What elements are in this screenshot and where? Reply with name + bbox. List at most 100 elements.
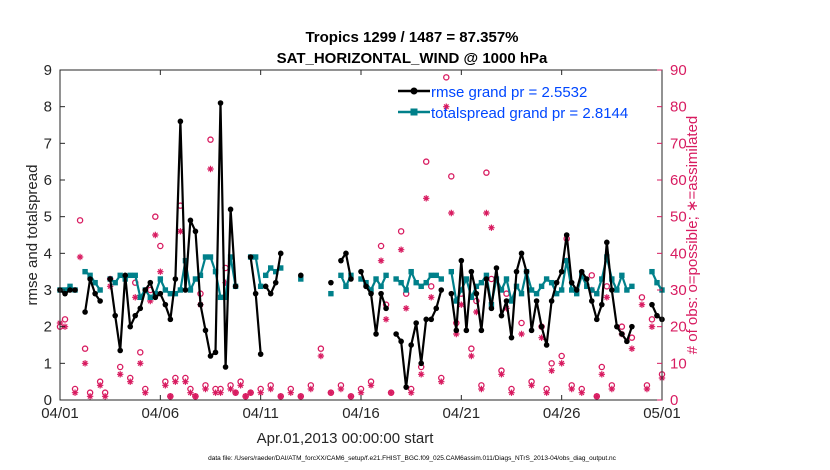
- rmse-point: [458, 257, 465, 264]
- spread-point: [418, 283, 424, 290]
- rmse-point: [197, 301, 204, 308]
- obs-possible-point: [137, 349, 144, 356]
- obs-assimilated-point: [648, 323, 656, 330]
- rmse-point: [503, 298, 510, 304]
- spread-point: [393, 276, 399, 282]
- y-tick-label-right: 0: [670, 392, 678, 409]
- spread-point: [157, 276, 164, 282]
- spread-point: [67, 283, 73, 290]
- obs-assimilated-point: [387, 389, 395, 396]
- rmse-point: [413, 320, 419, 326]
- obs-assimilated-point: [227, 385, 234, 393]
- rmse-line: [264, 253, 282, 295]
- rmse-point: [298, 272, 304, 279]
- obs-assimilated-point: [402, 305, 410, 312]
- rmse-point: [157, 290, 164, 297]
- spread-point: [383, 272, 389, 279]
- obs-assimilated-point: [86, 393, 94, 400]
- rmse-point: [463, 327, 470, 334]
- obs-assimilated-point: [127, 378, 134, 385]
- rmse-point: [654, 312, 660, 319]
- obs-possible-point: [427, 283, 435, 290]
- spread-point: [398, 279, 404, 286]
- y-axis-left: 0 1 2 3 4 5 6 7 8 9: [44, 62, 65, 409]
- rmse-point: [262, 283, 269, 290]
- rmse-point: [348, 276, 354, 282]
- spread-point: [654, 279, 660, 286]
- rmse-point: [202, 327, 209, 334]
- obs-assimilated-point: [307, 385, 315, 393]
- obs-possible-point: [207, 136, 214, 143]
- spread-point: [112, 279, 118, 286]
- rmse-point: [227, 206, 234, 213]
- x-axis-label: Apr.01,2013 00:00:00 start: [257, 430, 435, 447]
- rmse-point: [518, 250, 525, 257]
- rmse-point: [448, 290, 455, 297]
- obs-assimilated-point: [418, 371, 425, 378]
- rmse-point: [117, 347, 123, 354]
- rmse-point: [418, 360, 425, 367]
- x-tick-label: 04/01: [41, 405, 79, 422]
- obs-possible-point: [76, 217, 84, 224]
- plot-area: [60, 70, 662, 400]
- rmse-point: [624, 338, 630, 345]
- rmse-point: [358, 268, 364, 275]
- obs-possible-point: [397, 228, 405, 235]
- spread-point: [403, 287, 409, 293]
- rmse-point: [147, 279, 154, 286]
- rmse-point: [107, 276, 113, 282]
- legend-rmse-label: rmse grand pr = 2.5532: [431, 84, 587, 101]
- rmse-point: [573, 287, 580, 293]
- spread-point: [574, 290, 580, 297]
- rmse-line: [395, 289, 443, 389]
- obs-assimilated-point: [498, 371, 505, 378]
- obs-assimilated-point: [397, 246, 405, 253]
- rmse-point: [338, 257, 344, 264]
- spread-point: [518, 290, 525, 297]
- spread-point: [137, 294, 143, 301]
- y-tick-label-left: 6: [44, 172, 52, 189]
- spread-point: [458, 287, 465, 293]
- rmse-point: [493, 265, 500, 271]
- rmse-point: [112, 312, 118, 319]
- rmse-point: [423, 316, 430, 323]
- obs-assimilated-point: [628, 345, 636, 352]
- legend-spread-marker: [410, 108, 418, 116]
- rmse-point: [132, 312, 139, 319]
- obs-assimilated-point: [117, 371, 124, 378]
- obs-assimilated-point: [222, 279, 229, 286]
- obs-assimilated-point: [347, 393, 355, 400]
- obs-assimilated-point: [438, 378, 445, 385]
- y-tick-label-right: 80: [670, 99, 687, 116]
- rmse-point: [583, 276, 590, 282]
- obs-assimilated-point: [568, 385, 575, 393]
- obs-assimilated-point: [483, 209, 490, 217]
- y-tick-label-right: 70: [670, 135, 687, 152]
- obs-assimilated-point: [237, 382, 244, 389]
- spread-point: [468, 294, 475, 301]
- spread-point: [87, 272, 93, 279]
- rmse-point: [538, 323, 545, 330]
- rmse-point: [62, 290, 68, 297]
- obs-assimilated-point: [157, 268, 164, 275]
- chart-subtitle: SAT_HORIZONTAL_WIND @ 1000 hPa: [277, 50, 548, 67]
- obs-assimilated-point: [142, 389, 149, 396]
- rmse-point: [177, 118, 184, 125]
- y-tick-label-left: 1: [44, 355, 52, 372]
- rmse-point: [508, 334, 515, 341]
- y-tick-label-left: 7: [44, 135, 52, 152]
- rmse-point: [167, 316, 174, 323]
- spread-point: [548, 279, 555, 286]
- obs-assimilated-point: [548, 367, 555, 374]
- spread-point: [92, 279, 98, 286]
- spread-point: [222, 294, 229, 301]
- rmse-point: [127, 323, 134, 330]
- obs-assimilated-point: [357, 389, 365, 396]
- spread-point: [538, 283, 545, 290]
- obs-assimilated-point: [538, 334, 545, 341]
- y-tick-label-right: 50: [670, 209, 687, 226]
- spread-point: [624, 287, 630, 293]
- obs-assimilated-point: [137, 360, 144, 367]
- y-tick-label-right: 30: [670, 282, 687, 299]
- spread-point: [463, 276, 470, 282]
